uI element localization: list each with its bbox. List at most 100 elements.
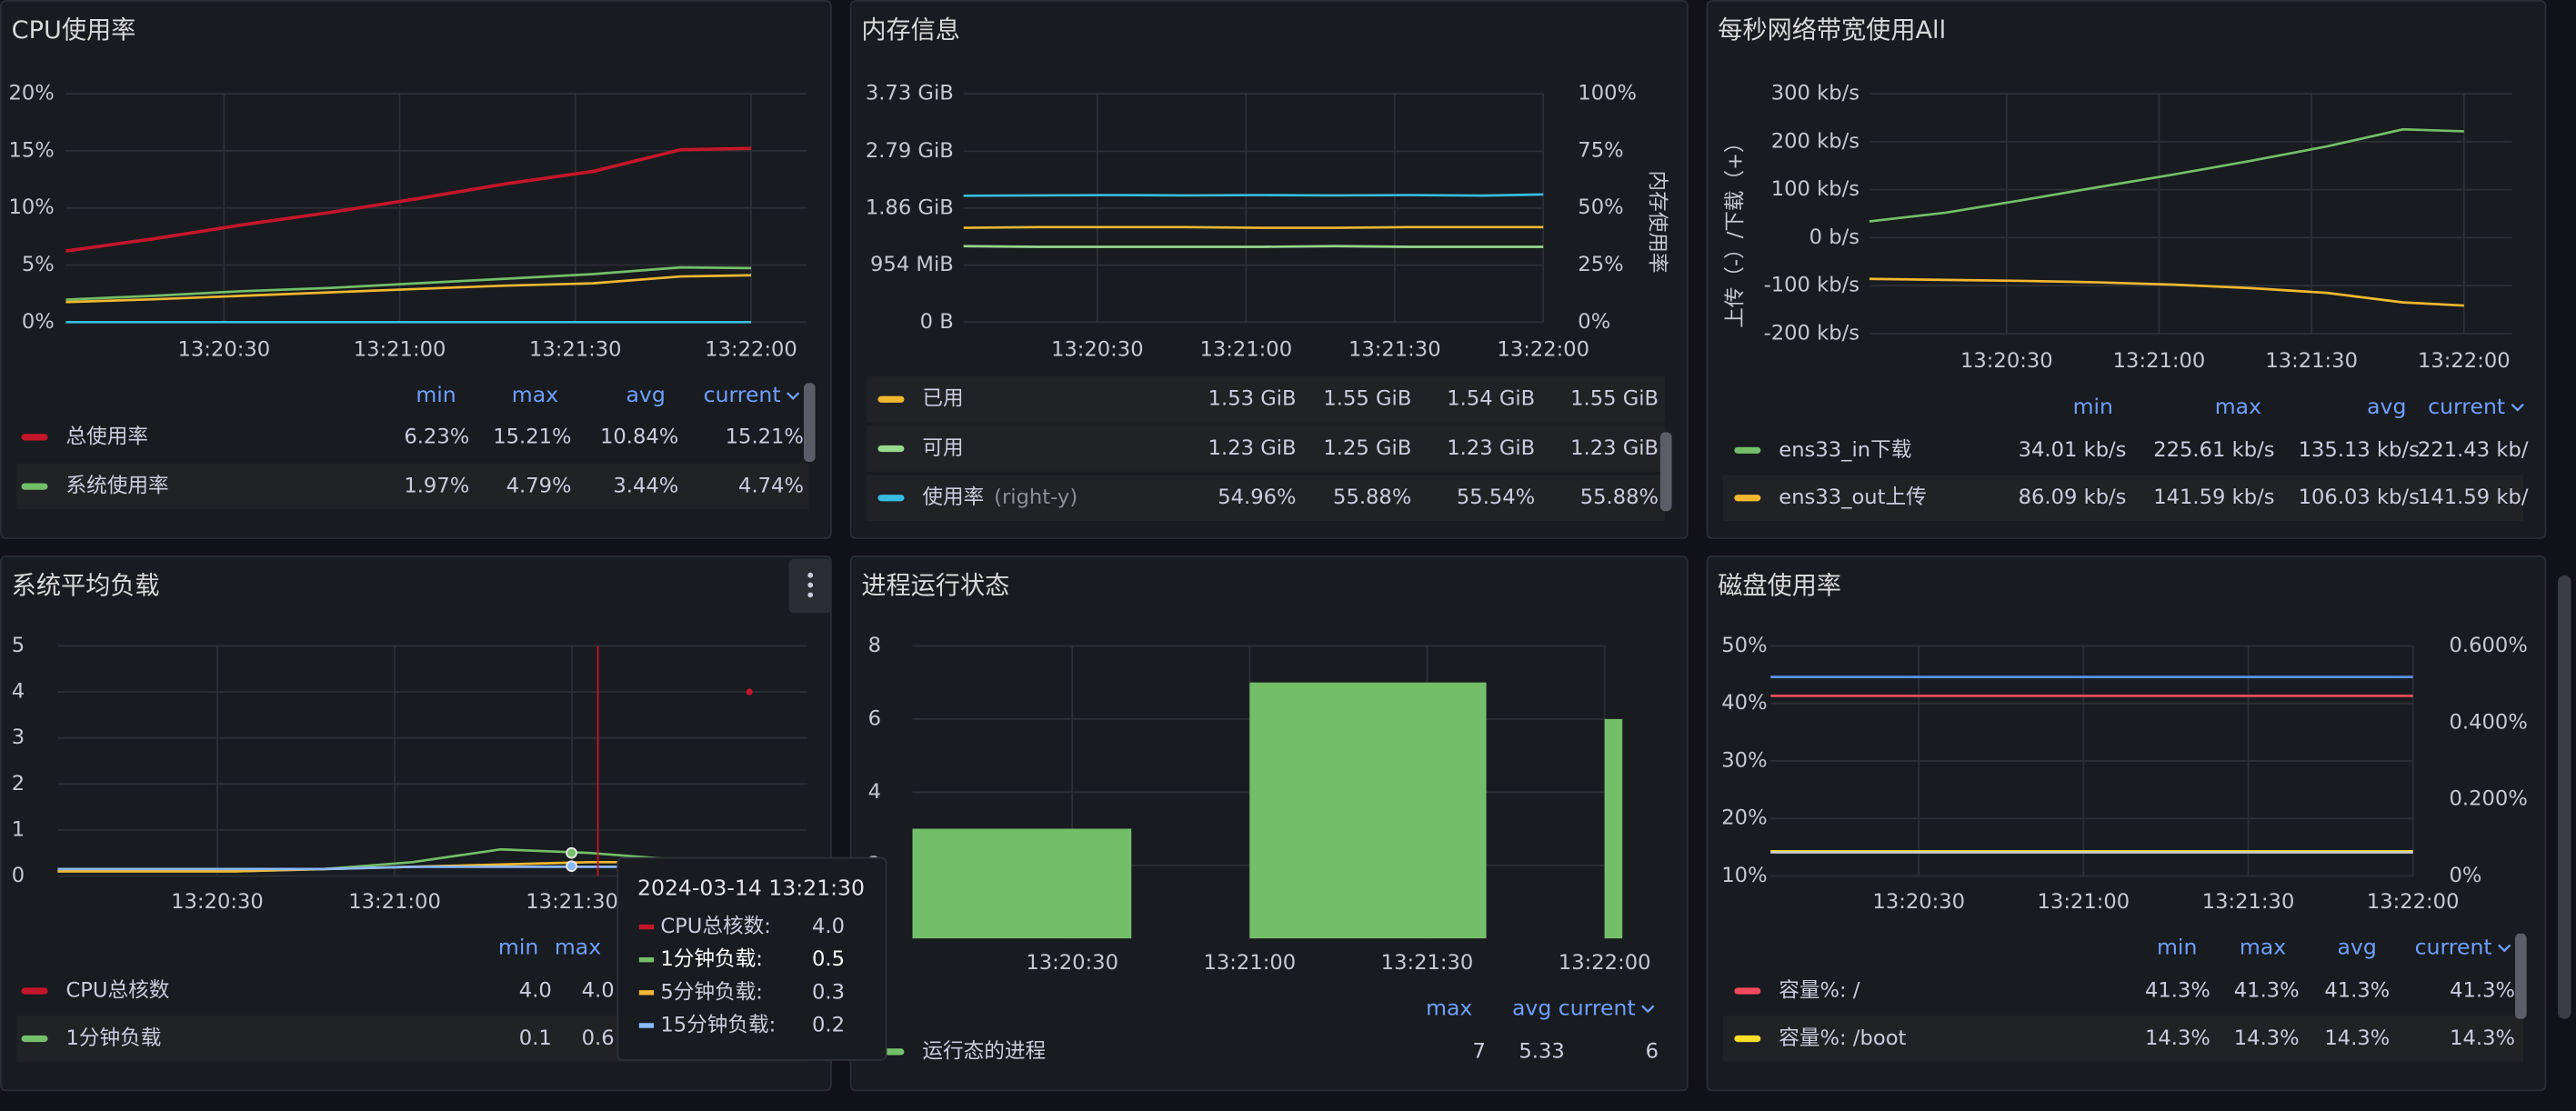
y-tick-label: 0% — [22, 310, 55, 334]
y-tick-label: 15% — [8, 138, 54, 162]
legend-value: 55.88% — [1580, 485, 1659, 509]
legend-row-background — [1722, 1016, 2524, 1062]
legend-name: 总使用率 — [65, 425, 148, 448]
series-line — [963, 225, 1544, 229]
legend-name: 可用 — [922, 436, 963, 460]
series-line — [1869, 277, 2464, 307]
scrollbar[interactable] — [1659, 432, 1672, 512]
x-tick-label: 13:21:30 — [1381, 951, 1474, 975]
y-tick-label: 8 — [868, 634, 881, 657]
x-tick-label: 13:21:30 — [1348, 338, 1441, 362]
series-line — [65, 265, 752, 301]
x-tick-label: 13:20:30 — [171, 890, 264, 914]
page-scrollbar[interactable] — [2558, 575, 2571, 1019]
series-line — [1869, 127, 2464, 223]
legend-row-background — [866, 375, 1666, 423]
legend-suffix: (right-y) — [994, 485, 1078, 509]
y-tick-label: 3 — [12, 726, 25, 749]
panel: CPU使用率 0% 5% 10% 15% 20% 13:20:30 13:21:00 13:21… — [0, 0, 832, 539]
tooltip: 2024-03-14 13:21:30 CPU总核数: 4.0 1分钟负载: 0.5 5… — [616, 856, 887, 1061]
series-line — [65, 146, 752, 253]
legend-value: 1.23 GiB — [1208, 436, 1297, 460]
legend-column-header: min — [498, 935, 538, 960]
legend-value: 14.3% — [2234, 1026, 2300, 1050]
tooltip-value: 0.3 — [812, 980, 845, 1004]
y2-tick-label: 0.600% — [2450, 634, 2528, 657]
legend-column-header: current — [704, 382, 781, 407]
legend-value: 41.3% — [2324, 979, 2390, 1003]
scrollbar[interactable] — [803, 383, 816, 462]
legend-value: 55.54% — [1457, 485, 1535, 509]
x-tick-label: 13:21:00 — [354, 338, 446, 362]
panel-background — [1706, 0, 2547, 539]
y-tick-label: 0 — [12, 864, 25, 887]
x-tick-label: 13:21:00 — [2038, 890, 2130, 914]
legend-column-header: max — [512, 382, 558, 407]
x-tick-label: 13:22:00 — [2418, 349, 2511, 373]
legend-value: 4.79% — [506, 475, 572, 498]
legend-value: 1.23 GiB — [1447, 436, 1535, 460]
legend-column-header: current — [2415, 935, 2492, 960]
legend-value: 221.43 kb/ — [2418, 438, 2529, 462]
scrollbar[interactable] — [2514, 933, 2527, 1019]
x-tick-label: 13:21:30 — [2202, 890, 2295, 914]
panel-title: 每秒网络带宽使用All — [1718, 16, 1946, 45]
y-tick-label: -200 kb/s — [1764, 321, 1859, 345]
legend-value: 15.21% — [493, 425, 571, 448]
legend-value: 14.3% — [2324, 1026, 2390, 1050]
legend-value: 41.3% — [2234, 979, 2300, 1003]
x-tick-label: 13:21:00 — [1204, 951, 1297, 975]
legend-value: 106.03 kb/s — [2299, 485, 2420, 509]
y-tick-label: 10% — [8, 195, 54, 219]
tooltip-title: 2024-03-14 13:21:30 — [637, 875, 865, 900]
y2-tick-label: 0% — [2450, 864, 2482, 887]
y-tick-label: 300 kb/s — [1771, 82, 1859, 105]
panel-background — [0, 0, 832, 539]
x-tick-label: 13:20:30 — [1872, 890, 1965, 914]
legend-column-header: min — [2157, 935, 2197, 960]
bar — [1249, 682, 1487, 939]
y-tick-label: 5% — [22, 253, 55, 276]
legend-column-header: avg — [2367, 394, 2406, 419]
bar — [1604, 718, 1623, 939]
x-tick-label: 13:20:30 — [1051, 338, 1144, 362]
menu-dot — [807, 582, 814, 588]
y-tick-label: 20% — [1721, 806, 1767, 830]
legend-value: 41.3% — [2145, 979, 2210, 1003]
tooltip-box — [616, 856, 887, 1061]
y-tick-label: 1 — [12, 817, 25, 841]
legend-value: 1.53 GiB — [1208, 387, 1297, 411]
x-tick-label: 13:21:00 — [348, 890, 441, 914]
legend-column-header: max — [555, 935, 601, 960]
legend-value: 7 — [1472, 1039, 1485, 1063]
legend-value: 225.61 kb/s — [2153, 438, 2274, 462]
y2-axis-label: 内存使用率 — [1646, 171, 1669, 274]
legend-column-header: avg — [2338, 935, 2377, 960]
hover-point — [566, 846, 577, 859]
x-tick-label: 13:22:00 — [705, 338, 797, 362]
panel-title: 磁盘使用率 — [1718, 572, 1841, 600]
legend-row-background — [16, 463, 809, 510]
y2-tick-label: 0.200% — [2450, 787, 2528, 811]
series-line — [963, 245, 1544, 248]
series-line — [65, 274, 752, 304]
legend-column-header: max — [2215, 394, 2261, 419]
legend-name: CPU总核数 — [65, 979, 169, 1003]
legend-value: 0.1 — [519, 1026, 552, 1050]
legend-value: 14.3% — [2450, 1026, 2515, 1050]
y-tick-label: 6 — [868, 706, 881, 730]
y-tick-label: 2.79 GiB — [866, 139, 954, 163]
y-tick-label: -100 kb/s — [1764, 274, 1859, 297]
y-tick-label: 0 b/s — [1809, 225, 1859, 249]
legend-column-header: max — [2240, 935, 2286, 960]
tooltip-label: CPU总核数: — [660, 915, 771, 938]
legend-value: 0.6 — [582, 1026, 615, 1050]
x-tick-label: 13:22:00 — [1559, 951, 1651, 975]
x-tick-label: 13:20:30 — [1960, 349, 2053, 373]
tooltip-value: 0.2 — [812, 1014, 845, 1037]
legend-value: 6.23% — [404, 425, 469, 448]
legend-value: 14.3% — [2145, 1026, 2210, 1050]
legend-value: 5.33 — [1519, 1039, 1564, 1063]
legend-value: 3.44% — [613, 475, 678, 498]
legend-name: 系统使用率 — [65, 475, 168, 498]
